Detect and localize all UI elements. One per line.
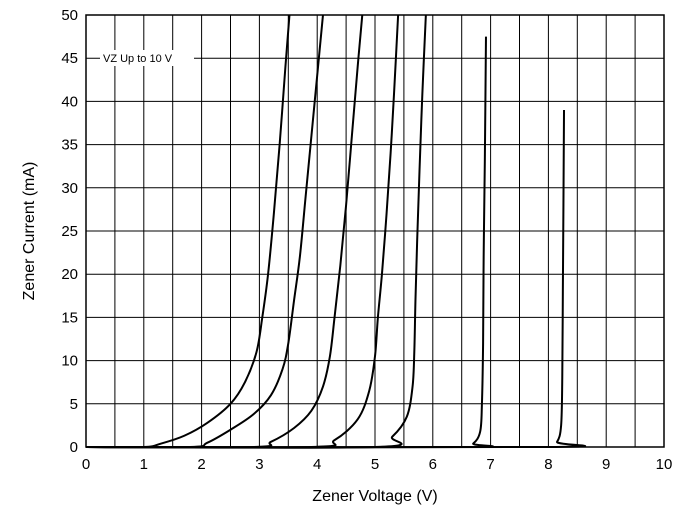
x-tick-label: 4 (313, 456, 321, 473)
x-tick-label: 7 (486, 456, 494, 473)
x-tick-label: 6 (429, 456, 437, 473)
annotation-background (100, 50, 194, 66)
x-tick-label: 10 (656, 456, 673, 473)
y-tick-label: 20 (61, 266, 78, 283)
x-tick-label: 0 (82, 456, 90, 473)
y-tick-label: 5 (70, 396, 78, 413)
x-axis-title: Zener Voltage (V) (312, 488, 437, 505)
y-tick-label: 25 (61, 223, 78, 240)
grid (86, 15, 664, 447)
iv-curve-6 (85, 36, 494, 449)
iv-curve-7 (85, 110, 586, 449)
y-tick-label: 40 (61, 93, 78, 110)
x-tick-label: 2 (197, 456, 205, 473)
annotation: VZ Up to 10 V (100, 50, 194, 66)
y-tick-label: 45 (61, 50, 78, 67)
y-tick-label: 30 (61, 180, 78, 197)
iv-curve-2 (85, 14, 324, 449)
y-axis-title: Zener Current (mA) (21, 162, 38, 301)
y-tick-label: 0 (70, 439, 78, 456)
x-tick-label: 8 (544, 456, 552, 473)
annotation-label: VZ Up to 10 V (103, 53, 173, 65)
iv-curve-3 (85, 14, 364, 449)
iv-curve-1 (85, 14, 291, 449)
y-tick-label: 15 (61, 309, 78, 326)
y-tick-label: 10 (61, 353, 78, 370)
x-tick-label: 5 (371, 456, 379, 473)
x-tick-label: 3 (255, 456, 263, 473)
x-tick-label: 1 (140, 456, 148, 473)
x-tick-label: 9 (602, 456, 610, 473)
y-tick-label: 35 (61, 137, 78, 154)
plot-frame (85, 14, 665, 448)
y-tick-label: 50 (61, 7, 78, 24)
